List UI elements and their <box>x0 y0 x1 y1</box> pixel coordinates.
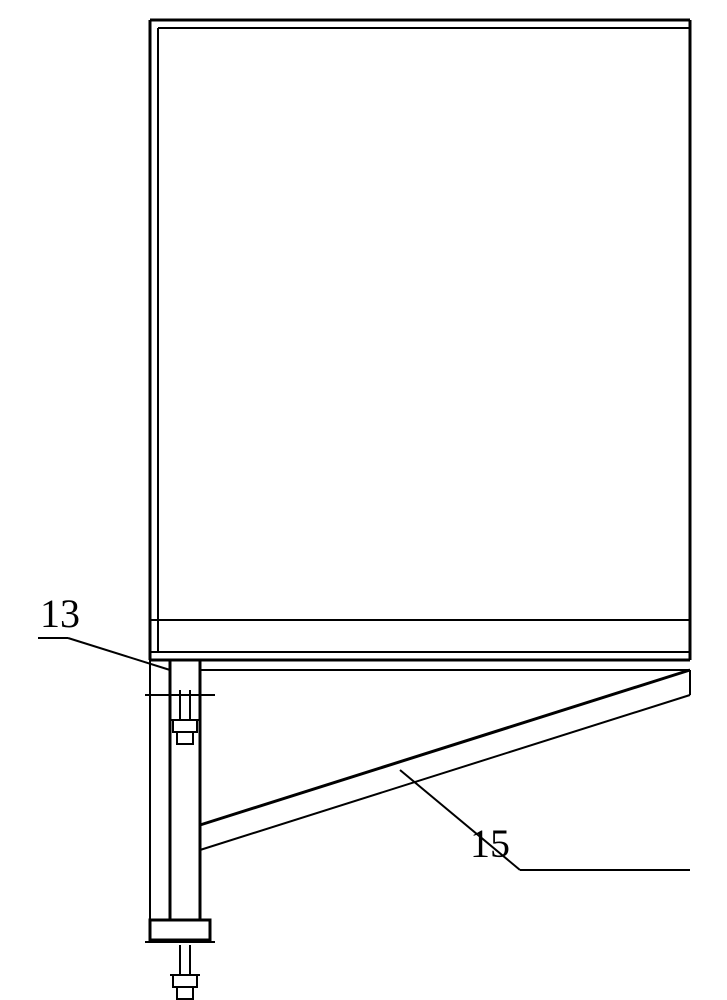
label-13: 13 <box>40 590 80 637</box>
diagram-canvas <box>0 0 727 1000</box>
label-15: 15 <box>470 820 510 867</box>
